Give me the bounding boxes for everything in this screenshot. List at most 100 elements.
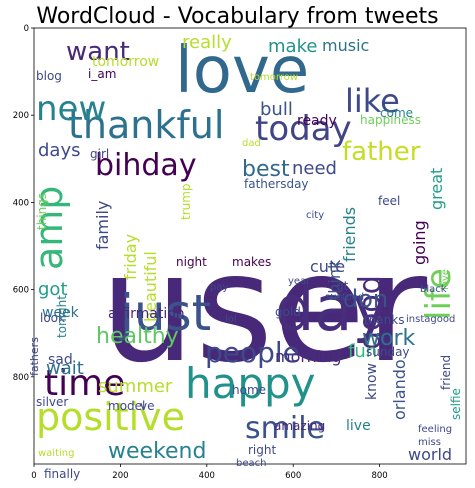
word-bull: bull	[260, 99, 293, 120]
word-friends: friends	[340, 207, 359, 262]
word-going: going	[410, 220, 429, 265]
word-look: look	[40, 311, 65, 325]
plot-frame	[33, 27, 467, 465]
word-city: city	[306, 210, 324, 221]
word-ve: ve	[140, 399, 154, 413]
word-fathers: fathers	[28, 337, 41, 376]
word-tomorrow: tomorrow	[92, 54, 159, 70]
word-beautiful: beautiful	[141, 251, 160, 322]
word-miss: miss	[418, 437, 441, 448]
word-day: day	[275, 272, 389, 345]
word-happy: happy	[185, 359, 316, 408]
word-cute: cute	[310, 257, 345, 276]
word-amazing: amazing	[274, 419, 325, 433]
word-new: new	[36, 89, 106, 129]
word-know: know	[364, 363, 380, 400]
word-makes: makes	[232, 255, 271, 269]
word-just: just	[119, 284, 211, 342]
word-like: like	[345, 82, 400, 120]
word-good: good	[353, 275, 388, 350]
word-friday: friday	[121, 234, 140, 280]
word-selfie: selfie	[449, 388, 463, 420]
word-model: model	[108, 399, 145, 413]
word-blog: blog	[36, 69, 62, 83]
word-today: today	[255, 109, 352, 149]
word-wait: wait	[46, 358, 84, 379]
word-time: time	[44, 363, 125, 404]
word-want: want	[66, 37, 130, 67]
y-tick-label: 400	[13, 198, 29, 208]
word-really: really	[182, 32, 232, 53]
word-beach: beach	[236, 458, 266, 469]
word-cloud: user love day just happy thankful amp timeposit…	[27, 32, 463, 481]
word-tomorrow: tomorrow	[250, 72, 298, 83]
word-finally: finally	[44, 467, 80, 481]
word-love: love	[175, 34, 309, 108]
word-happiness: happiness	[360, 113, 421, 127]
word-friend: friend	[439, 355, 453, 390]
word-fathersday: fathersday	[244, 177, 309, 191]
word-weekend: weekend	[108, 439, 206, 464]
word-orlando: orlando	[390, 359, 409, 420]
y-tick-label: 600	[13, 286, 29, 296]
word-dad: dad	[242, 138, 261, 149]
word-fun: fun	[348, 341, 377, 362]
word-best: best	[242, 157, 290, 182]
word-trump: trump	[179, 183, 193, 220]
word-sun: sun	[325, 292, 343, 303]
word-live: live	[346, 418, 371, 434]
word-come: come	[380, 106, 413, 120]
word-father: father	[342, 137, 421, 167]
word-things: things	[35, 193, 49, 230]
word-amp: amp	[27, 186, 71, 270]
word-right: right	[248, 443, 276, 457]
word-girl: girl	[90, 147, 109, 161]
word-user: user	[100, 222, 428, 396]
y-tick-label: 0	[24, 24, 29, 34]
word-sad: sad	[48, 352, 73, 368]
word-summer: summer	[98, 376, 173, 397]
word-silver: silver	[36, 395, 68, 409]
word-affirmation: affirmation	[108, 306, 185, 322]
word-bihday: bihday	[95, 148, 197, 183]
word-healthy: healthy	[96, 324, 179, 349]
word-thanks: thanks	[364, 313, 404, 327]
word-feel: feel	[378, 194, 400, 208]
word-got: got	[38, 279, 68, 300]
word-don: don	[343, 285, 388, 313]
word-people: people	[205, 336, 300, 369]
axes: 0 200 400 600 800 0 200 400 600 800	[13, 24, 388, 481]
word-year: year	[288, 276, 311, 287]
word-lol: lol	[225, 314, 237, 325]
x-tick-label: 600	[285, 471, 301, 481]
x-tick-label: 0	[31, 471, 36, 481]
word-ready: ready	[297, 113, 337, 129]
word-great: great	[427, 168, 446, 210]
word-smile: smile	[245, 411, 325, 446]
word-feeling: feeling	[418, 424, 452, 435]
word-family: family	[93, 201, 112, 250]
word-love: love	[440, 269, 451, 290]
word-instagood: instagood	[406, 314, 455, 325]
word-work: work	[362, 326, 415, 351]
word-black: black	[420, 284, 447, 295]
x-tick-label: 800	[371, 471, 387, 481]
word-positive: positive	[36, 395, 185, 439]
word-waiting: waiting	[38, 448, 74, 459]
word-thankful: thankful	[68, 103, 224, 147]
word-week: week	[42, 305, 80, 321]
word-night: night	[176, 255, 207, 269]
word-think: think	[325, 259, 344, 300]
chart-title: WordCloud - Vocabulary from tweets	[36, 4, 439, 29]
word-music: music	[322, 36, 369, 55]
word-pay: pay	[210, 282, 228, 293]
word-life: life	[419, 268, 459, 320]
y-tick-label: 800	[13, 373, 29, 383]
word-world: world	[408, 445, 452, 464]
word-tonight: tonight	[55, 295, 69, 338]
x-tick-label: 400	[199, 471, 215, 481]
word-i-am: i_am	[88, 67, 116, 81]
x-tick-label: 200	[112, 471, 128, 481]
y-tick-label: 200	[13, 111, 29, 121]
